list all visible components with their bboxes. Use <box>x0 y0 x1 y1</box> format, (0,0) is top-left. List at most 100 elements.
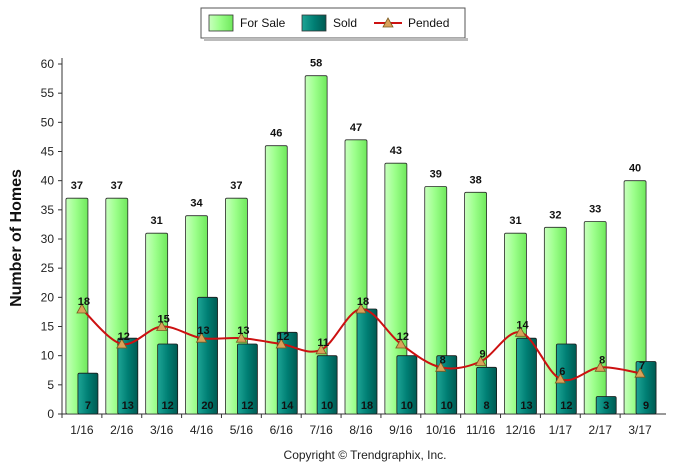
label-for-sale: 37 <box>230 180 242 192</box>
label-sold: 10 <box>441 400 453 412</box>
label-sold: 20 <box>201 400 213 412</box>
label-for-sale: 32 <box>549 209 561 221</box>
x-tick-label: 2/17 <box>589 423 613 437</box>
y-tick-label: 55 <box>41 86 55 100</box>
y-tick-label: 45 <box>41 145 55 159</box>
pended-marker <box>116 338 128 349</box>
x-tick-label: 12/16 <box>505 423 535 437</box>
x-tick-label: 9/16 <box>389 423 413 437</box>
bar-sold <box>555 343 577 415</box>
label-pended: 14 <box>516 319 529 331</box>
pended-marker <box>275 338 287 349</box>
legend: For Sale Sold Pended <box>200 7 468 41</box>
label-for-sale: 47 <box>350 122 362 134</box>
legend-marker-pended <box>382 17 394 28</box>
label-for-sale: 40 <box>629 163 641 175</box>
label-pended: 12 <box>397 331 409 343</box>
y-tick-label: 35 <box>41 203 55 217</box>
label-pended: 8 <box>599 354 605 366</box>
pended-marker <box>634 367 646 378</box>
pended-marker <box>155 320 168 331</box>
bar-sold <box>595 396 617 415</box>
label-for-sale: 37 <box>71 180 83 192</box>
bar-sold <box>516 337 537 415</box>
label-sold: 10 <box>401 400 413 412</box>
x-axis: 1/16 2/16 3/16 4/16 5/16 6/16 7/16 8/16 9/16 10/1… <box>61 413 666 437</box>
pended-marker <box>395 338 407 349</box>
y-tick-label: 0 <box>47 407 54 421</box>
bar-sold <box>197 296 218 415</box>
bar-for-sale <box>583 221 607 415</box>
label-pended: 18 <box>78 296 90 308</box>
label-for-sale: 31 <box>509 215 521 227</box>
label-sold: 18 <box>361 400 373 412</box>
label-sold: 7 <box>85 400 91 412</box>
label-for-sale: 43 <box>390 145 402 157</box>
pended-marker <box>315 344 327 355</box>
y-tick-label: 20 <box>41 290 55 304</box>
copyright: Copyright © Trendgraphix, Inc. <box>284 448 447 462</box>
label-sold: 9 <box>643 400 649 412</box>
label-sold: 3 <box>603 400 609 412</box>
label-pended: 9 <box>480 349 486 361</box>
x-tick-label: 3/16 <box>150 423 174 437</box>
label-pended: 18 <box>357 296 369 308</box>
y-tick-label: 25 <box>41 261 55 275</box>
x-tick-label: 11/16 <box>466 423 495 437</box>
label-pended: 13 <box>197 325 209 337</box>
pended-marker <box>514 326 527 337</box>
label-sold: 14 <box>281 400 294 412</box>
pended-marker <box>554 373 567 384</box>
label-pended: 7 <box>639 360 645 372</box>
x-tick-label: 10/16 <box>426 423 456 437</box>
pended-marker <box>76 303 88 314</box>
x-tick-label: 6/16 <box>270 423 294 437</box>
y-tick-label: 60 <box>41 57 55 71</box>
label-for-sale: 33 <box>589 204 601 216</box>
label-pended: 12 <box>118 331 130 343</box>
y-tick-label: 40 <box>41 174 55 188</box>
bar-sold <box>356 308 378 415</box>
bar-sold <box>396 355 418 415</box>
bar-for-sale <box>623 180 647 415</box>
bar-for-sale <box>304 75 328 415</box>
legend-swatch-for-sale <box>208 14 234 32</box>
x-tick-label: 2/16 <box>110 423 134 437</box>
bar-sold <box>157 343 179 415</box>
label-pended: 13 <box>237 325 249 337</box>
legend-label-pended: Pended <box>408 16 449 30</box>
legend-shadow <box>204 38 468 41</box>
label-pended: 8 <box>440 354 446 366</box>
pended-marker <box>235 332 248 343</box>
bar-for-sale <box>65 197 89 415</box>
label-for-sale: 46 <box>270 128 282 140</box>
legend-swatch-sold <box>301 14 327 32</box>
pended-marker <box>594 361 606 372</box>
bar-for-sale <box>384 162 408 415</box>
y-tick-label: 5 <box>47 378 54 392</box>
y-tick-label: 15 <box>41 320 55 334</box>
label-sold: 12 <box>162 400 174 412</box>
bar-sold <box>276 331 298 415</box>
y-tick-label: 30 <box>41 232 55 246</box>
legend-box <box>200 7 466 39</box>
bar-sold <box>117 337 139 415</box>
pended-marker <box>195 332 208 343</box>
label-pended: 15 <box>158 314 170 326</box>
bar-sold <box>316 355 338 415</box>
label-sold: 13 <box>122 400 134 412</box>
legend-label-for-sale: For Sale <box>240 16 286 30</box>
label-for-sale: 58 <box>310 58 322 70</box>
label-pended: 6 <box>559 366 565 378</box>
x-tick-label: 8/16 <box>349 423 373 437</box>
label-sold: 13 <box>520 400 532 412</box>
bar-sold <box>236 343 258 415</box>
label-sold: 12 <box>241 400 253 412</box>
label-for-sale: 34 <box>190 198 203 210</box>
label-pended: 12 <box>277 331 289 343</box>
pended-marker <box>474 355 487 366</box>
y-axis-label: Number of Homes <box>8 169 25 307</box>
x-tick-label: 7/16 <box>309 423 333 437</box>
